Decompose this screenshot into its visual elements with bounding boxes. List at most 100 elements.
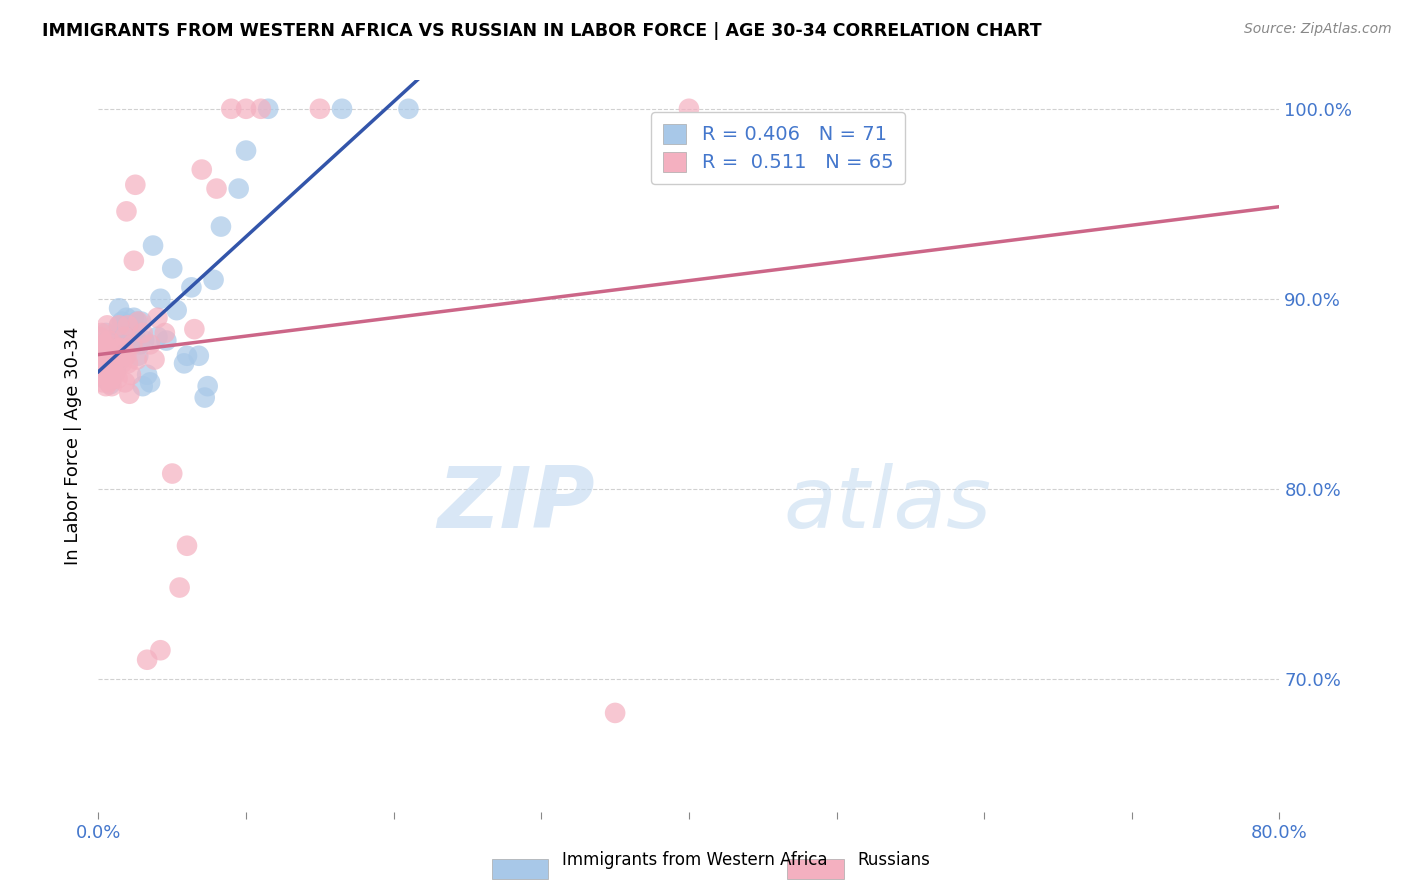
Point <box>166 303 188 318</box>
Point <box>122 253 145 268</box>
Point <box>90 368 112 382</box>
Point <box>93 352 115 367</box>
Point <box>173 356 195 370</box>
Point <box>176 349 198 363</box>
Point <box>146 330 169 344</box>
Point <box>112 341 135 355</box>
Point <box>118 386 141 401</box>
Point <box>108 341 131 355</box>
Point <box>94 337 117 351</box>
Point <box>605 706 627 720</box>
Point <box>103 356 125 370</box>
Point <box>194 391 217 405</box>
Point <box>94 364 117 378</box>
Point <box>114 376 136 390</box>
Point <box>132 326 155 340</box>
Point <box>90 326 112 340</box>
Text: ZIP: ZIP <box>437 463 595 546</box>
Point <box>93 345 115 359</box>
Point <box>94 345 117 359</box>
Point <box>93 371 115 385</box>
Point <box>678 102 700 116</box>
Point <box>97 352 120 367</box>
Point <box>120 337 142 351</box>
Point <box>100 352 122 367</box>
Point <box>114 322 136 336</box>
Point <box>96 360 118 375</box>
Point <box>146 310 169 325</box>
Point <box>121 326 143 340</box>
Point <box>96 318 118 333</box>
Point <box>100 337 122 351</box>
Point <box>330 102 353 116</box>
Point <box>96 352 118 367</box>
Y-axis label: In Labor Force | Age 30-34: In Labor Force | Age 30-34 <box>63 326 82 566</box>
Point <box>209 219 232 234</box>
Point <box>396 102 419 116</box>
Point <box>94 326 117 340</box>
Point <box>309 102 332 116</box>
Legend: R = 0.406   N = 71, R =  0.511   N = 65: R = 0.406 N = 71, R = 0.511 N = 65 <box>651 112 905 184</box>
Point <box>115 310 138 325</box>
Point <box>91 364 114 378</box>
Point <box>120 326 142 340</box>
Point <box>89 330 111 344</box>
Point <box>117 334 139 348</box>
Point <box>122 310 145 325</box>
Point <box>250 102 273 116</box>
Point <box>97 352 120 367</box>
Point <box>149 292 172 306</box>
Point <box>104 362 127 376</box>
Point <box>132 379 155 393</box>
Point <box>94 356 117 370</box>
Point <box>120 368 142 382</box>
Point <box>96 337 118 351</box>
Point <box>114 330 136 344</box>
Point <box>228 181 250 195</box>
Point <box>129 314 152 328</box>
Point <box>94 379 117 393</box>
Point <box>180 280 202 294</box>
Point <box>235 144 257 158</box>
Point <box>183 322 205 336</box>
Point <box>90 349 112 363</box>
Point <box>162 261 183 276</box>
Point <box>235 102 257 116</box>
Point <box>112 337 135 351</box>
Point <box>89 349 111 363</box>
Point <box>117 356 139 370</box>
Point <box>121 337 143 351</box>
Point <box>107 371 129 385</box>
Point <box>169 581 191 595</box>
Point <box>111 314 134 328</box>
Point <box>205 181 228 195</box>
Point <box>103 337 125 351</box>
Point <box>125 314 148 328</box>
Point <box>91 376 114 390</box>
Point <box>100 364 122 378</box>
Point <box>219 102 242 116</box>
Point <box>139 376 162 390</box>
Point <box>108 318 131 333</box>
Text: Immigrants from Western Africa: Immigrants from Western Africa <box>562 851 828 869</box>
Point <box>97 334 120 348</box>
Point <box>98 356 121 370</box>
Point <box>143 352 166 367</box>
Point <box>93 368 115 382</box>
Point <box>176 539 198 553</box>
Point <box>117 318 139 333</box>
Point <box>100 379 122 393</box>
Point <box>124 178 146 192</box>
Point <box>104 368 127 382</box>
Point <box>110 352 132 367</box>
Point <box>115 349 138 363</box>
Point <box>98 377 121 392</box>
Point <box>96 341 118 355</box>
Point <box>257 102 280 116</box>
Point <box>197 379 219 393</box>
Point <box>91 339 114 353</box>
Point <box>89 352 111 367</box>
Text: atlas: atlas <box>783 463 991 546</box>
Point <box>98 371 121 385</box>
Point <box>191 162 214 177</box>
